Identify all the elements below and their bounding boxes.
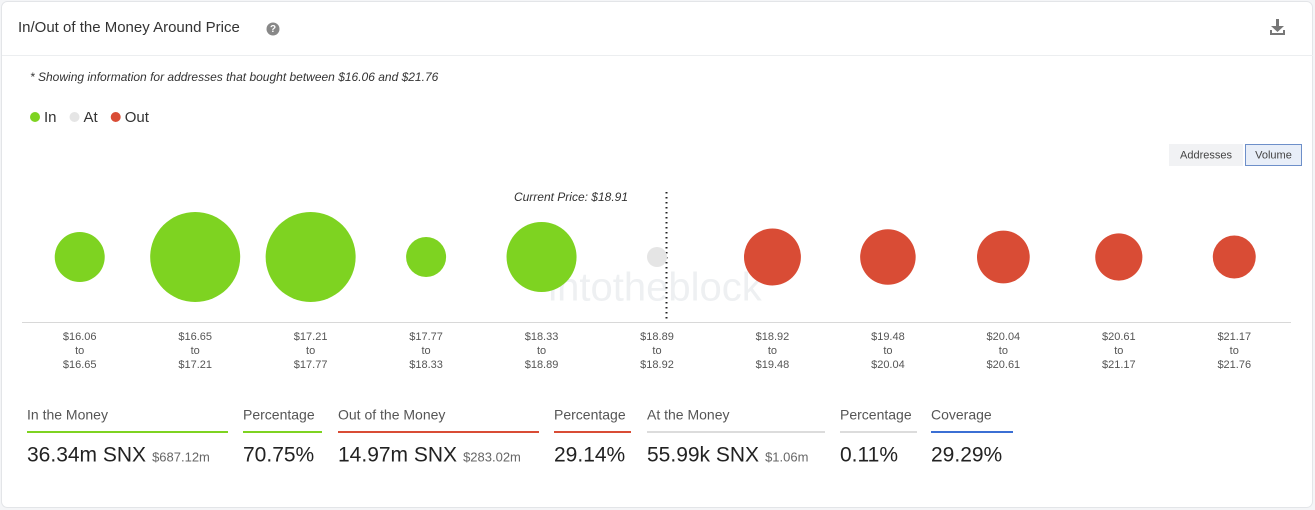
x-tick-label: to (1114, 345, 1123, 357)
x-tick-label: $19.48 (756, 359, 790, 371)
x-tick-label: to (883, 345, 892, 357)
stat-sub: $1.06m (765, 449, 808, 464)
legend-label: At (84, 109, 99, 126)
x-tick-label: to (75, 345, 84, 357)
stat-underline (27, 431, 228, 433)
help-icon[interactable]: ? (266, 22, 280, 36)
bubble (150, 212, 241, 302)
stat-underline (554, 431, 631, 433)
x-tick-label: $17.77 (294, 359, 328, 371)
toggle-button[interactable] (1245, 144, 1302, 166)
stat-value: 14.97m SNX (338, 444, 457, 467)
bubble (976, 230, 1030, 284)
note: * Showing information for addresses that… (30, 70, 439, 84)
x-tick-label: $21.17 (1217, 331, 1251, 343)
stat-value: 70.75% (243, 444, 314, 467)
legend-label: Out (125, 109, 150, 126)
download-icon[interactable] (1270, 19, 1285, 35)
current-price-label: Current Price: $18.91 (514, 190, 628, 204)
stat-label: In the Money (27, 407, 108, 423)
x-tick-label: $20.04 (871, 359, 905, 371)
stat-label: At the Money (647, 407, 730, 423)
x-tick-label: $17.77 (409, 331, 443, 343)
legend-marker (69, 112, 80, 122)
x-tick-label: to (652, 345, 661, 357)
x-tick-label: $18.33 (525, 331, 559, 343)
stat-label: Coverage (931, 407, 992, 423)
bubble (860, 229, 916, 285)
stat-value: 0.11% (840, 444, 898, 467)
x-tick-label: to (191, 345, 200, 357)
x-tick-label: $17.21 (178, 359, 212, 371)
x-tick-label: $16.06 (63, 331, 97, 343)
bubble (743, 228, 801, 286)
x-tick-label: $18.33 (409, 359, 443, 371)
stat-value: 29.14% (554, 444, 625, 467)
bubble (406, 236, 447, 278)
bubble (506, 221, 577, 293)
legend-marker (110, 112, 121, 122)
stat-label: Out of the Money (338, 407, 445, 423)
stat-label: Percentage (840, 407, 912, 423)
x-tick-label: to (1230, 345, 1239, 357)
stat-value: 29.29% (931, 444, 1002, 467)
x-tick-label: $21.17 (1102, 359, 1136, 371)
x-tick-label: to (537, 345, 546, 357)
x-tick-label: $18.89 (525, 359, 559, 371)
bubble (647, 247, 667, 267)
stat-label: Percentage (554, 407, 626, 423)
legend-marker (30, 112, 40, 122)
x-tick-label: to (768, 345, 777, 357)
stat-underline (338, 431, 539, 433)
stat-underline (931, 431, 1013, 433)
watermark: intotheblock (548, 266, 762, 310)
toggle-button[interactable] (1169, 144, 1243, 166)
legend-label: In (44, 109, 57, 126)
x-tick-label: $20.61 (1102, 331, 1136, 343)
x-tick-label: $18.92 (756, 331, 790, 343)
toggle-label: Addresses (1180, 149, 1232, 161)
stat-value: 55.99k SNX (647, 444, 759, 467)
x-tick-label: to (421, 345, 430, 357)
title: In/Out of the Money Around Price (18, 19, 240, 36)
bubble (265, 212, 356, 302)
stat-sub: $687.12m (152, 449, 210, 464)
toggle-label: Volume (1255, 149, 1292, 161)
x-tick-label: $18.89 (640, 331, 674, 343)
toggle: Addresses Volume (1169, 144, 1302, 166)
svg-text:?: ? (270, 24, 276, 35)
x-tick-label: $20.04 (987, 331, 1021, 343)
x-tick-label: to (999, 345, 1008, 357)
stat-sub: $283.02m (463, 449, 521, 464)
stat-underline (647, 431, 825, 433)
bubble (1095, 233, 1143, 281)
x-tick-label: $19.48 (871, 331, 905, 343)
stat-label: Percentage (243, 407, 315, 423)
bubble (54, 232, 105, 282)
x-tick-label: $17.21 (294, 331, 328, 343)
stat-underline (243, 431, 322, 433)
bubble (1212, 235, 1256, 279)
x-tick-label: $16.65 (178, 331, 212, 343)
x-tick-label: $16.65 (63, 359, 97, 371)
x-tick-label: $21.76 (1217, 359, 1251, 371)
stat-value: 36.34m SNX (27, 444, 146, 467)
x-tick-label: $18.92 (640, 359, 674, 371)
x-tick-label: to (306, 345, 315, 357)
x-tick-label: $20.61 (987, 359, 1021, 371)
stat-underline (840, 431, 917, 433)
